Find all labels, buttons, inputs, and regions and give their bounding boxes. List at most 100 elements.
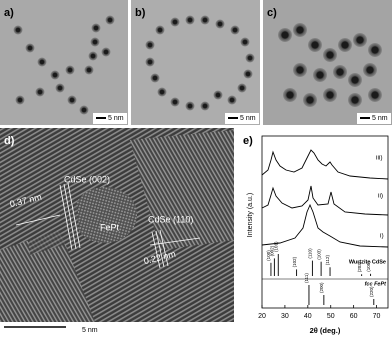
pattern-curves bbox=[261, 149, 389, 248]
nanoparticle bbox=[308, 38, 322, 52]
y-axis-label: Intensity (a.u.) bbox=[247, 193, 254, 237]
nanoparticle bbox=[363, 63, 377, 77]
x-tick-label: 60 bbox=[350, 313, 358, 320]
nanoparticle bbox=[105, 15, 115, 25]
peak-label: (101) bbox=[273, 241, 278, 252]
nanoparticle bbox=[185, 15, 195, 25]
panel-label: a) bbox=[4, 7, 14, 19]
nanoparticle bbox=[185, 101, 195, 111]
scale-bar: 5 nm bbox=[225, 113, 259, 124]
nanoparticle bbox=[200, 101, 210, 111]
nanoparticle bbox=[348, 93, 362, 107]
nanoparticle bbox=[338, 38, 352, 52]
nanoparticle bbox=[368, 43, 382, 57]
nanoparticle bbox=[303, 93, 317, 107]
panel-label: b) bbox=[135, 7, 146, 19]
scale-bar: 5 nm bbox=[357, 113, 391, 124]
scale-bar: 5 nm bbox=[93, 113, 127, 124]
nanoparticle bbox=[313, 68, 327, 82]
curve-label: ii) bbox=[378, 193, 383, 200]
nanoparticle bbox=[35, 87, 45, 97]
nanoparticle bbox=[240, 37, 250, 47]
nanoparticle bbox=[353, 33, 367, 47]
peak-label: (203) bbox=[357, 261, 362, 272]
nanoparticle bbox=[200, 15, 210, 25]
reference-name: fcc FePt bbox=[365, 281, 388, 287]
nanoparticle bbox=[237, 83, 247, 93]
x-tick-label: 30 bbox=[281, 313, 289, 320]
nanoparticle bbox=[67, 95, 77, 105]
curve-label: i) bbox=[380, 233, 384, 240]
peak-label: (105) bbox=[366, 261, 371, 272]
peak-label: (002) bbox=[270, 245, 275, 256]
nanoparticle bbox=[278, 28, 292, 42]
scale-strip bbox=[0, 322, 234, 337]
hrtem-image bbox=[0, 128, 234, 322]
plot-frame bbox=[261, 135, 389, 309]
nanoparticle bbox=[65, 65, 75, 75]
nanoparticle bbox=[155, 25, 165, 35]
peak-label: (110) bbox=[308, 248, 313, 259]
x-tick-label: 40 bbox=[304, 313, 312, 320]
peak-label: (103) bbox=[316, 249, 321, 260]
scale-bar-label: 5 nm bbox=[240, 115, 256, 122]
scale-bar-label: 5 nm bbox=[108, 115, 124, 122]
nanoparticle bbox=[230, 25, 240, 35]
nanoparticle bbox=[243, 69, 253, 79]
peak-label: (112) bbox=[325, 255, 330, 266]
peak-label: (111) bbox=[304, 273, 309, 283]
nanoparticle bbox=[245, 53, 255, 63]
panel-label: c) bbox=[267, 7, 277, 19]
nanoparticle bbox=[157, 87, 167, 97]
nanoparticle bbox=[283, 88, 297, 102]
nanoparticle bbox=[323, 88, 337, 102]
nanoparticle bbox=[145, 40, 155, 50]
nanoparticle bbox=[13, 25, 23, 35]
curve-label: iii) bbox=[376, 155, 383, 162]
nanoparticle bbox=[293, 23, 307, 37]
x-axis-label: 2θ (deg.) bbox=[310, 326, 341, 335]
nanoparticle bbox=[88, 51, 98, 61]
peak-label: (220) bbox=[369, 286, 374, 297]
peak-label: (102) bbox=[292, 256, 297, 267]
nanoparticle bbox=[91, 23, 101, 33]
panel-label: d) bbox=[4, 135, 15, 147]
tem-image bbox=[263, 0, 392, 125]
nanoparticle bbox=[15, 95, 25, 105]
panel-label: e) bbox=[243, 135, 253, 147]
lattice-marker bbox=[15, 182, 201, 269]
nanoparticle bbox=[55, 83, 65, 93]
nanoparticle bbox=[50, 70, 60, 80]
nanoparticle bbox=[348, 73, 362, 87]
nanoparticle bbox=[84, 65, 94, 75]
nanoparticle bbox=[213, 90, 223, 100]
annotation: CdSe (110) bbox=[148, 214, 193, 224]
nanoparticle bbox=[150, 73, 160, 83]
nanoparticle bbox=[368, 88, 382, 102]
nanoparticle bbox=[145, 57, 155, 67]
nanoparticle bbox=[170, 17, 180, 27]
x-tick-label: 70 bbox=[373, 313, 381, 320]
nanoparticle bbox=[333, 65, 347, 79]
peak-label: (200) bbox=[319, 282, 324, 293]
nanoparticle bbox=[90, 37, 100, 47]
nanoparticle bbox=[37, 57, 47, 67]
nanoparticle bbox=[215, 19, 225, 29]
peak-label: (100) bbox=[266, 250, 271, 261]
nanoparticle bbox=[25, 43, 35, 53]
nanoparticle bbox=[323, 48, 337, 62]
nanoparticle bbox=[227, 95, 237, 105]
scale-bar-label: 5 nm bbox=[82, 327, 98, 334]
nanoparticle bbox=[170, 97, 180, 107]
reference-name: Wurtzite CdSe bbox=[349, 259, 386, 265]
annotation: CdSe (002) bbox=[64, 174, 110, 184]
nanoparticle bbox=[79, 105, 89, 115]
x-tick-label: 50 bbox=[327, 313, 335, 320]
nanoparticle bbox=[101, 47, 111, 57]
scale-bar-label: 5 nm bbox=[372, 115, 388, 122]
x-tick-label: 20 bbox=[258, 313, 266, 320]
nanoparticle bbox=[293, 63, 307, 77]
annotation: FePt bbox=[100, 222, 120, 232]
